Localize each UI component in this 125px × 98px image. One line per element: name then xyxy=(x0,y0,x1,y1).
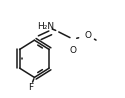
Text: O: O xyxy=(85,31,92,40)
Text: F: F xyxy=(28,83,33,92)
Text: O: O xyxy=(70,46,77,55)
Text: H₂N: H₂N xyxy=(37,22,54,31)
